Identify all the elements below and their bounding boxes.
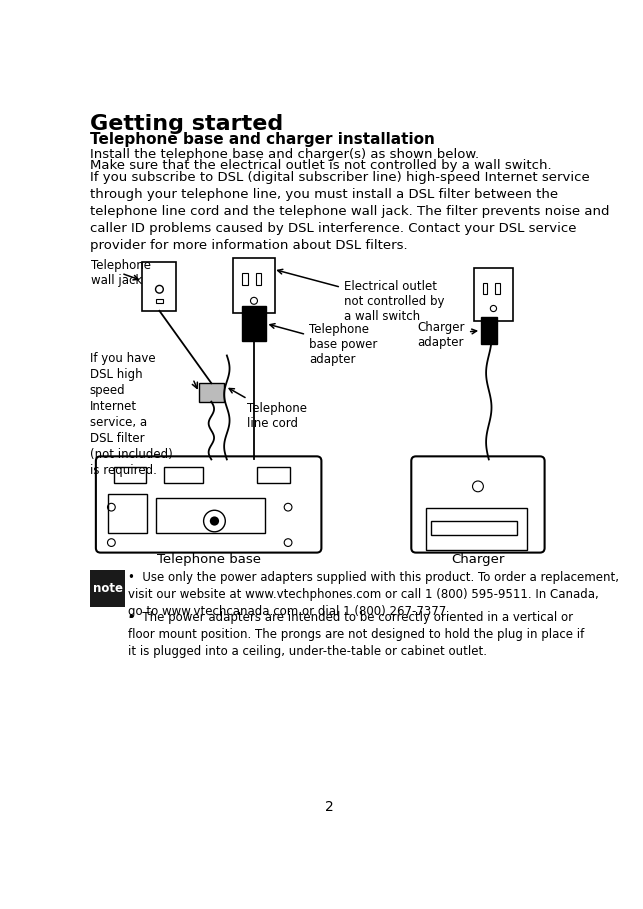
Bar <box>199 384 224 402</box>
Bar <box>255 273 261 285</box>
Bar <box>233 257 275 313</box>
Bar <box>495 283 500 294</box>
Text: •  The power adapters are intended to be correctly oriented in a vertical or
flo: • The power adapters are intended to be … <box>129 611 584 658</box>
Bar <box>142 262 176 311</box>
Text: Getting started: Getting started <box>89 114 283 134</box>
Bar <box>431 521 517 534</box>
Text: Electrical outlet
not controlled by
a wall switch: Electrical outlet not controlled by a wa… <box>278 269 444 323</box>
Bar <box>156 498 265 533</box>
Bar <box>114 467 146 483</box>
Bar <box>483 283 487 294</box>
Bar <box>257 467 289 483</box>
Text: note: note <box>93 582 123 594</box>
Text: Telephone
line cord: Telephone line cord <box>229 388 307 430</box>
Bar <box>242 306 266 341</box>
Text: •  Use only the power adapters supplied with this product. To order a replacemen: • Use only the power adapters supplied w… <box>129 571 619 618</box>
Text: If you have
DSL high
speed
Internet
service, a
DSL filter
(not included)
is requ: If you have DSL high speed Internet serv… <box>89 353 172 477</box>
Bar <box>426 508 527 550</box>
Text: Telephone base and charger installation: Telephone base and charger installation <box>89 132 435 147</box>
Bar <box>242 273 248 285</box>
Text: If you subscribe to DSL (digital subscriber line) high-speed Internet service
th: If you subscribe to DSL (digital subscri… <box>89 171 609 252</box>
Text: Make sure that the electrical outlet is not controlled by a wall switch.: Make sure that the electrical outlet is … <box>89 159 551 172</box>
Text: Install the telephone base and charger(s) as shown below.: Install the telephone base and charger(s… <box>89 147 479 161</box>
FancyBboxPatch shape <box>96 456 322 553</box>
Bar <box>108 494 147 533</box>
Bar <box>156 298 163 303</box>
Text: Telephone
base power
adapter: Telephone base power adapter <box>270 323 377 366</box>
Bar <box>481 317 496 344</box>
Bar <box>89 570 125 606</box>
Circle shape <box>210 516 219 525</box>
Bar <box>474 268 513 321</box>
Text: Charger: Charger <box>451 553 505 565</box>
FancyBboxPatch shape <box>412 456 545 553</box>
Text: Telephone base: Telephone base <box>157 553 260 565</box>
Text: 2: 2 <box>325 800 334 814</box>
Text: Telephone
wall jack: Telephone wall jack <box>91 259 151 287</box>
Bar <box>164 467 203 483</box>
Text: Charger
adapter: Charger adapter <box>417 321 476 349</box>
